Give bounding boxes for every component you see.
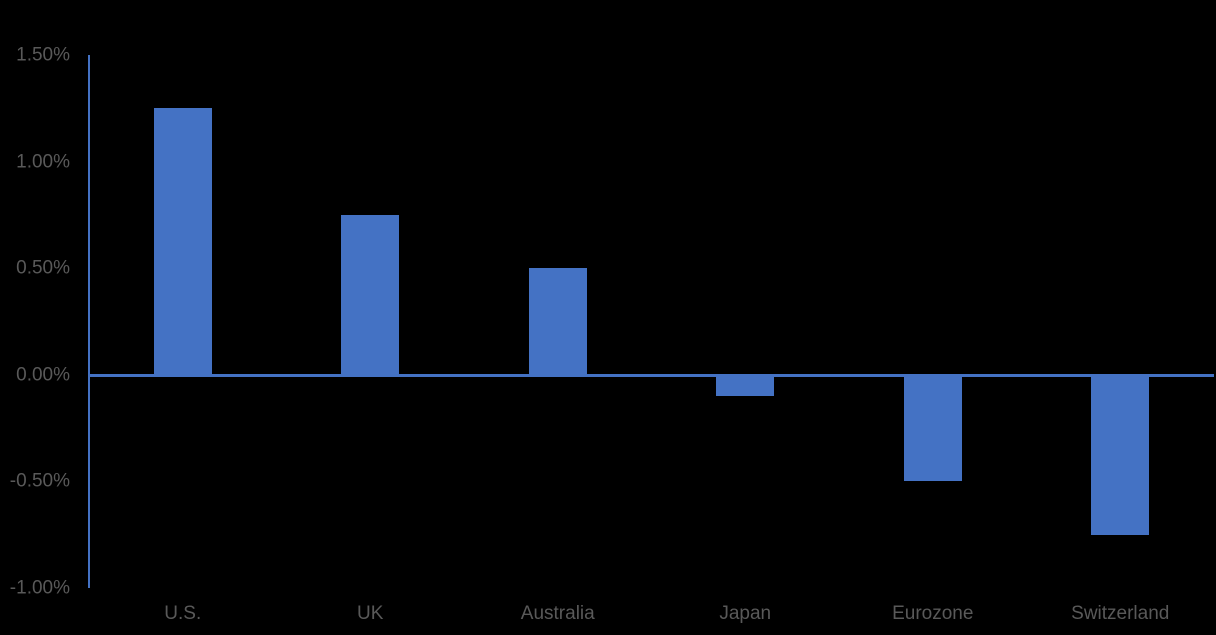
x-category-label: UK [357, 603, 384, 624]
bar-switzerland [1091, 374, 1150, 535]
bar-us [153, 108, 212, 375]
x-category-label: Japan [719, 603, 772, 624]
x-category-label: Australia [520, 603, 595, 624]
bar-japan [716, 374, 775, 397]
y-tick-label: 0.50% [16, 257, 70, 279]
x-category-label: Switzerland [1071, 603, 1170, 624]
y-tick-label: -0.50% [9, 470, 70, 492]
y-tick-label: 1.50% [16, 44, 70, 66]
y-axis-line [88, 55, 90, 588]
bar-eurozone [903, 374, 962, 482]
y-tick-label: 1.00% [16, 151, 70, 173]
x-category-label: U.S. [164, 603, 202, 624]
y-tick-label: -1.00% [9, 577, 70, 599]
x-category-label: Eurozone [892, 603, 974, 624]
y-tick-label: 0.00% [16, 364, 70, 386]
bar-australia [528, 268, 587, 375]
zero-axis-line [88, 373, 1214, 377]
bar-uk [341, 214, 400, 375]
